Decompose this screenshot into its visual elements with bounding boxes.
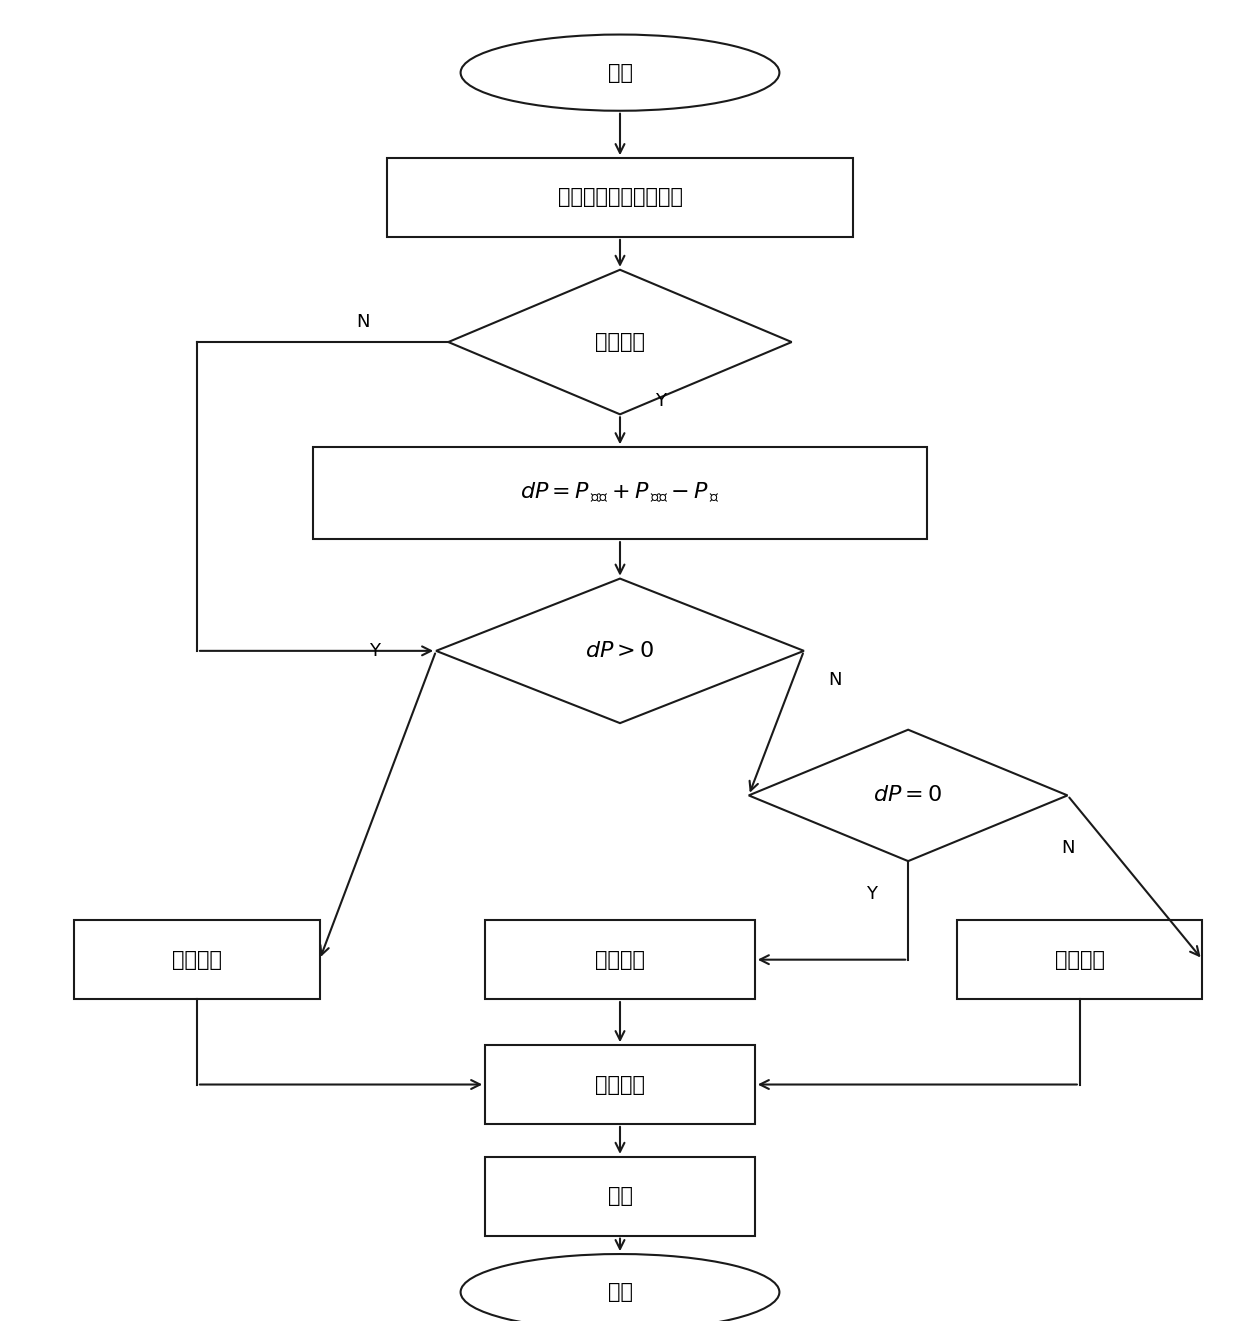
Text: 是否并网: 是否并网 xyxy=(595,332,645,352)
Bar xyxy=(957,920,1203,999)
Text: 获取供能单元提供功率: 获取供能单元提供功率 xyxy=(558,187,682,207)
Text: N: N xyxy=(1060,839,1074,857)
Text: $dP = P_{\,\mathrm{光伏}} + P_{\,\mathrm{储能}} - P_{\,\mathrm{直}}$: $dP = P_{\,\mathrm{光伏}} + P_{\,\mathrm{储… xyxy=(520,481,720,506)
Text: Y: Y xyxy=(866,884,877,903)
Bar xyxy=(314,448,926,539)
Text: 逆变模式: 逆变模式 xyxy=(172,950,222,969)
Bar xyxy=(387,158,853,236)
Text: 结束: 结束 xyxy=(608,1282,632,1303)
Bar xyxy=(74,920,320,999)
Text: Y: Y xyxy=(370,641,381,660)
Text: 开始: 开始 xyxy=(608,62,632,82)
Text: N: N xyxy=(356,313,370,331)
Text: Y: Y xyxy=(655,392,666,410)
Text: 停机模式: 停机模式 xyxy=(595,950,645,969)
Text: N: N xyxy=(828,671,841,689)
Text: 输出: 输出 xyxy=(608,1186,632,1206)
Bar xyxy=(485,920,755,999)
Text: 控制算法: 控制算法 xyxy=(595,1074,645,1094)
Bar xyxy=(485,1157,755,1235)
Text: $dP > 0$: $dP > 0$ xyxy=(585,641,655,661)
Text: $dP = 0$: $dP = 0$ xyxy=(873,785,942,805)
Bar xyxy=(485,1045,755,1123)
Text: 整流模式: 整流模式 xyxy=(1055,950,1105,969)
